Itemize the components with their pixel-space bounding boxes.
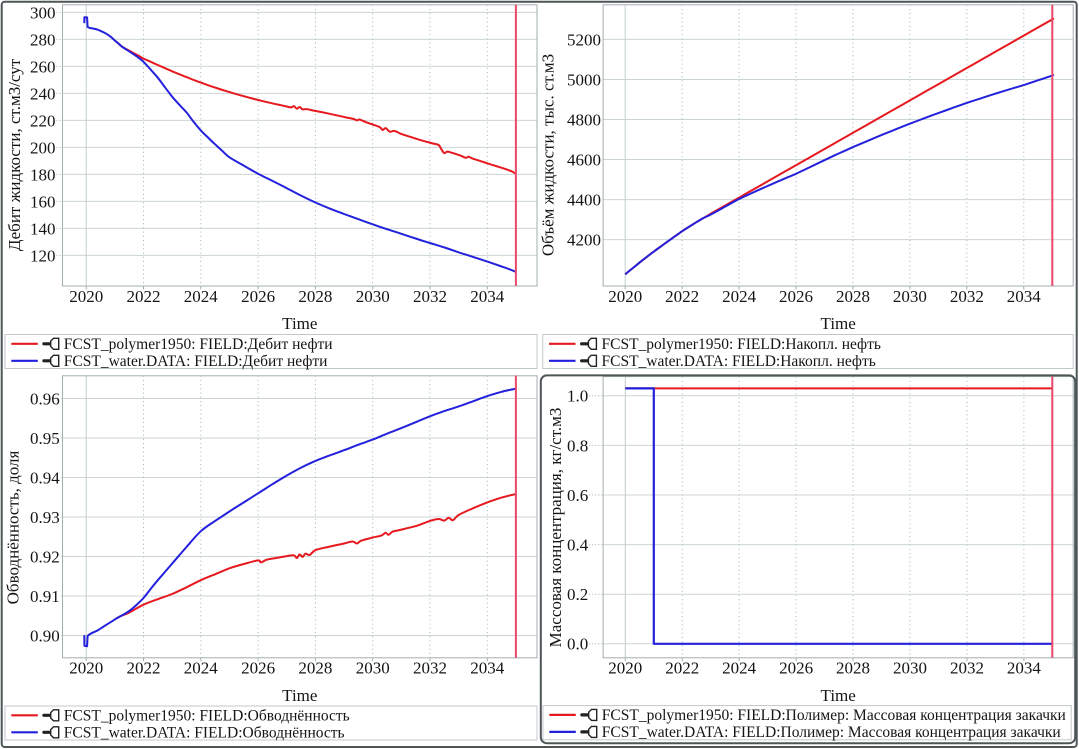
svg-text:0.2: 0.2 — [567, 585, 588, 604]
svg-text:FCST_water.DATA: FIELD:Дебит н: FCST_water.DATA: FIELD:Дебит нефти — [64, 353, 328, 370]
svg-text:2020: 2020 — [69, 659, 103, 678]
svg-text:Массовая концентрация, кг/ст.м: Массовая концентрация, кг/ст.м3 — [546, 408, 565, 648]
svg-text:0.91: 0.91 — [30, 587, 60, 606]
svg-text:5000: 5000 — [567, 70, 601, 89]
svg-text:2028: 2028 — [298, 659, 332, 678]
svg-text:0.95: 0.95 — [30, 429, 60, 448]
svg-text:2020: 2020 — [69, 287, 103, 306]
svg-text:FCST_water.DATA: FIELD:Обводнё: FCST_water.DATA: FIELD:Обводнённость — [64, 725, 345, 742]
svg-text:2022: 2022 — [665, 287, 699, 306]
svg-text:2026: 2026 — [241, 287, 275, 306]
svg-text:0.92: 0.92 — [30, 547, 60, 566]
svg-text:0.6: 0.6 — [567, 486, 588, 505]
svg-text:FCST_water.DATA: FIELD:Накопл.: FCST_water.DATA: FIELD:Накопл. нефть — [602, 353, 876, 370]
svg-text:2024: 2024 — [184, 287, 219, 306]
svg-text:0.94: 0.94 — [30, 468, 60, 487]
svg-text:FCST_polymer1950: FIELD:Накопл: FCST_polymer1950: FIELD:Накопл. нефть — [602, 336, 881, 353]
svg-text:2034: 2034 — [1007, 659, 1042, 678]
svg-text:Объём жидкости, тыс. ст.м3: Объём жидкости, тыс. ст.м3 — [538, 54, 557, 256]
svg-text:FCST_water.DATA: FIELD:Полимер: FCST_water.DATA: FIELD:Полимер: Массовая… — [602, 724, 1061, 741]
svg-text:0.8: 0.8 — [567, 436, 588, 455]
svg-text:Time: Time — [821, 686, 856, 705]
svg-text:2032: 2032 — [950, 287, 984, 306]
svg-text:180: 180 — [30, 165, 56, 184]
svg-text:4800: 4800 — [567, 110, 601, 129]
svg-text:Time: Time — [282, 686, 317, 705]
svg-text:2032: 2032 — [413, 287, 447, 306]
svg-text:2024: 2024 — [184, 659, 219, 678]
svg-text:300: 300 — [30, 3, 56, 22]
svg-text:4600: 4600 — [567, 150, 601, 169]
svg-text:140: 140 — [30, 219, 56, 238]
svg-text:4400: 4400 — [567, 191, 601, 210]
svg-text:2028: 2028 — [836, 659, 870, 678]
svg-text:220: 220 — [30, 111, 56, 130]
svg-text:FCST_polymer1950: FIELD:Обводн: FCST_polymer1950: FIELD:Обводнённость — [64, 708, 350, 725]
svg-text:2022: 2022 — [665, 659, 699, 678]
svg-text:Time: Time — [282, 314, 317, 333]
svg-text:2024: 2024 — [722, 659, 757, 678]
svg-text:0.90: 0.90 — [30, 626, 60, 645]
svg-text:280: 280 — [30, 30, 56, 49]
svg-text:2034: 2034 — [470, 659, 505, 678]
svg-text:2030: 2030 — [356, 287, 390, 306]
svg-text:0.96: 0.96 — [30, 389, 60, 408]
svg-text:FCST_polymer1950: FIELD:Полиме: FCST_polymer1950: FIELD:Полимер: Массова… — [602, 707, 1066, 724]
svg-text:240: 240 — [30, 84, 56, 103]
svg-text:2022: 2022 — [127, 287, 161, 306]
svg-text:120: 120 — [30, 246, 56, 265]
svg-text:260: 260 — [30, 57, 56, 76]
svg-text:2028: 2028 — [836, 287, 870, 306]
svg-text:2024: 2024 — [722, 287, 757, 306]
svg-text:Дебит жидкости, ст.м3/сут: Дебит жидкости, ст.м3/сут — [5, 58, 24, 251]
svg-text:2020: 2020 — [608, 287, 642, 306]
svg-text:0.4: 0.4 — [567, 536, 589, 555]
svg-text:2030: 2030 — [893, 659, 927, 678]
svg-text:Обводнённость, доля: Обводнённость, доля — [4, 450, 23, 604]
svg-text:2032: 2032 — [413, 659, 447, 678]
svg-text:2026: 2026 — [779, 287, 813, 306]
svg-text:0.93: 0.93 — [30, 508, 60, 527]
svg-text:4200: 4200 — [567, 231, 601, 250]
svg-text:1.0: 1.0 — [567, 387, 588, 406]
svg-text:2026: 2026 — [779, 659, 813, 678]
svg-text:160: 160 — [30, 192, 56, 211]
svg-text:2028: 2028 — [298, 287, 332, 306]
svg-text:2020: 2020 — [608, 659, 642, 678]
svg-text:2032: 2032 — [950, 659, 984, 678]
svg-text:2026: 2026 — [241, 659, 275, 678]
svg-text:2030: 2030 — [893, 287, 927, 306]
svg-text:2034: 2034 — [1007, 287, 1042, 306]
svg-text:Time: Time — [821, 314, 856, 333]
svg-text:2022: 2022 — [127, 659, 161, 678]
svg-text:2030: 2030 — [356, 659, 390, 678]
svg-text:0.0: 0.0 — [567, 635, 588, 654]
svg-text:FCST_polymer1950: FIELD:Дебит: FCST_polymer1950: FIELD:Дебит нефти — [64, 336, 333, 353]
svg-text:200: 200 — [30, 138, 56, 157]
svg-text:5200: 5200 — [567, 30, 601, 49]
svg-text:2034: 2034 — [470, 287, 505, 306]
